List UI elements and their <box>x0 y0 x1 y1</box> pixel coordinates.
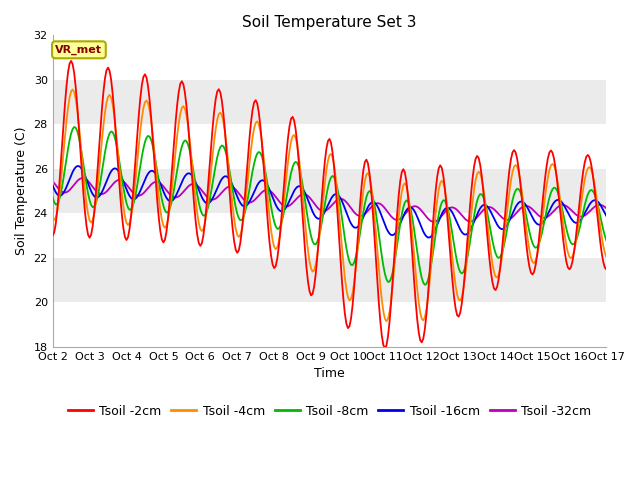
Bar <box>52 213 606 258</box>
Bar <box>52 36 606 80</box>
Text: VR_met: VR_met <box>56 45 102 55</box>
Bar <box>52 124 606 169</box>
Legend: Tsoil -2cm, Tsoil -4cm, Tsoil -8cm, Tsoil -16cm, Tsoil -32cm: Tsoil -2cm, Tsoil -4cm, Tsoil -8cm, Tsoi… <box>63 400 596 423</box>
Bar <box>52 169 606 213</box>
Y-axis label: Soil Temperature (C): Soil Temperature (C) <box>15 127 28 255</box>
Bar <box>52 80 606 124</box>
X-axis label: Time: Time <box>314 367 345 380</box>
Title: Soil Temperature Set 3: Soil Temperature Set 3 <box>242 15 417 30</box>
Bar <box>52 302 606 347</box>
Bar <box>52 258 606 302</box>
